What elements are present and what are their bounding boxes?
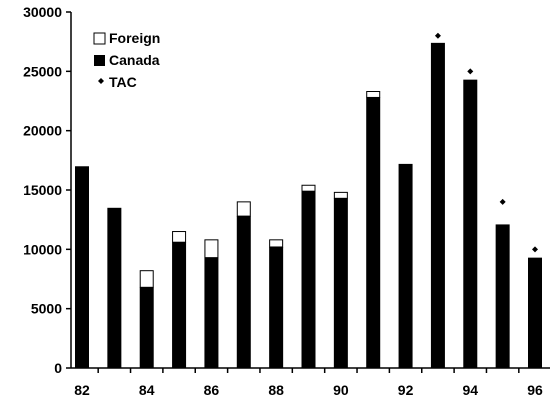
bars (75, 42, 542, 368)
x-axis: 82 84 86 88 90 92 94 96 (71, 367, 550, 398)
x-tick-label: 92 (398, 382, 414, 398)
bar-foreign (301, 184, 316, 192)
bar-canada (495, 224, 510, 368)
bar-foreign (139, 270, 154, 288)
bar-foreign (366, 91, 381, 98)
legend-label-tac: TAC (109, 74, 137, 90)
y-axis: 0 5000 10000 15000 20000 25000 30000 (23, 4, 72, 376)
bar-canada (333, 198, 348, 368)
bar-canada (236, 216, 251, 368)
bar-canada (107, 207, 122, 368)
tac-points (434, 32, 538, 253)
bar-canada (430, 42, 445, 368)
legend-swatch-tac (98, 78, 104, 84)
x-tick-label: 88 (268, 382, 284, 398)
legend: Foreign Canada TAC (93, 30, 160, 90)
bar-foreign (204, 239, 219, 259)
bar-canada (204, 257, 219, 368)
bar-foreign (236, 201, 251, 217)
bar-canada (366, 97, 381, 368)
x-tick-label: 82 (74, 382, 90, 398)
legend-label-foreign: Foreign (109, 30, 160, 46)
tac-point (499, 198, 506, 205)
y-tick-label: 20000 (23, 123, 62, 139)
x-tick-label: 86 (204, 382, 220, 398)
x-tick-label: 90 (333, 382, 349, 398)
bar-canada (269, 246, 284, 368)
legend-swatch-canada (94, 55, 105, 66)
bar-foreign (333, 191, 348, 199)
bar-canada (75, 166, 89, 368)
tac-point (532, 246, 538, 253)
legend-swatch-foreign (93, 32, 106, 45)
bar-canada (463, 79, 478, 368)
tac-point (434, 32, 441, 39)
bar-canada (528, 257, 542, 368)
tac-point (467, 68, 474, 75)
x-tick-label: 96 (527, 382, 543, 398)
bar-foreign (172, 231, 187, 243)
bar-canada (139, 287, 154, 368)
x-tick-label: 94 (462, 382, 478, 398)
y-tick-label: 0 (54, 360, 62, 376)
bar-canada (398, 163, 413, 368)
bar-canada (301, 191, 316, 368)
bar-foreign (269, 239, 284, 248)
x-tick-label: 84 (139, 382, 155, 398)
y-tick-label: 15000 (23, 182, 62, 198)
y-tick-label: 10000 (23, 241, 62, 257)
y-tick-label: 25000 (23, 63, 62, 79)
y-tick-label: 30000 (23, 4, 62, 20)
y-tick-label: 5000 (31, 301, 62, 317)
bar-canada (172, 242, 187, 368)
legend-label-canada: Canada (109, 52, 160, 68)
